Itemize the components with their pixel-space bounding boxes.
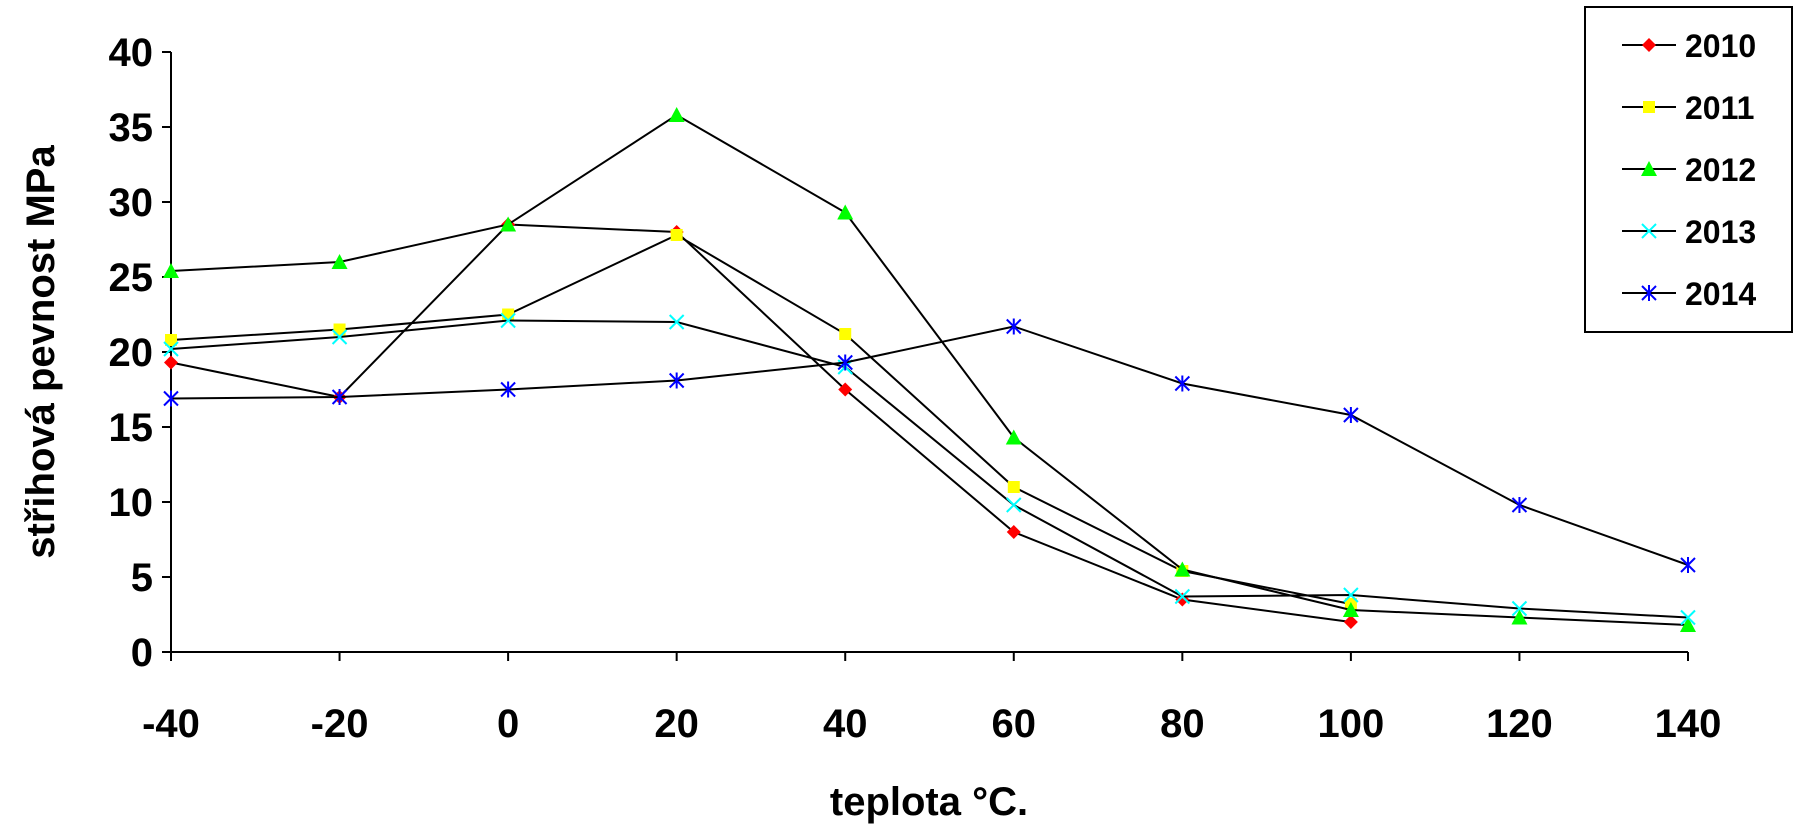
data-point-2012 (1680, 617, 1696, 632)
data-point-2012 (668, 107, 685, 122)
series-2012 (163, 107, 1696, 632)
data-point-2012 (1511, 609, 1528, 625)
legend-marker (1641, 285, 1657, 301)
data-point-2011 (1007, 481, 1020, 493)
data-point-2012 (1174, 561, 1191, 577)
x-axis-title: teplota °C. (830, 780, 1028, 824)
x-tick-label: -40 (142, 702, 200, 746)
data-point-2014 (163, 390, 179, 407)
data-point-2011 (165, 334, 177, 346)
y-ticks: 0 5 10 15 20 25 30 35 40 (109, 31, 171, 675)
legend-box (1584, 6, 1793, 333)
data-point-2012 (1342, 602, 1359, 617)
data-point-2013 (1006, 497, 1022, 513)
y-tick-label: 35 (109, 106, 154, 150)
legend-item-2012: 2012 (1622, 152, 1756, 188)
x-tick-label: 120 (1486, 702, 1553, 746)
y-tick-label: 40 (109, 31, 154, 75)
series-line-2013 (170, 319, 1689, 619)
data-point-2014 (1343, 407, 1359, 423)
legend-item-2013: 2013 (1622, 214, 1756, 250)
y-axis-title: střihová pevnost MPa (19, 145, 63, 559)
series-line-2014 (170, 325, 1689, 566)
legend-marker (1641, 161, 1657, 176)
data-point-2010 (1343, 615, 1358, 629)
axes (170, 52, 1688, 653)
legend-label: 2014 (1685, 276, 1756, 312)
series-layer (163, 107, 1696, 632)
data-point-2011 (502, 308, 515, 321)
data-point-2014 (837, 354, 853, 371)
data-point-2013 (1511, 600, 1528, 617)
series-line-2012 (170, 113, 1689, 626)
legend-label: 2010 (1685, 28, 1756, 64)
data-point-2013 (1680, 609, 1696, 626)
data-point-2011 (333, 323, 346, 336)
data-point-2010 (1006, 525, 1021, 539)
data-point-2013 (163, 341, 179, 357)
legend-label: 2013 (1685, 214, 1756, 250)
legend-item-2014: 2014 (1622, 276, 1756, 312)
data-point-2013 (331, 329, 348, 345)
x-tick-label: 80 (1160, 702, 1205, 746)
legend-label: 2011 (1685, 90, 1754, 126)
data-point-2011 (670, 229, 683, 241)
x-ticks: -40 -20 0 20 40 60 80 100 120 140 (142, 652, 1721, 746)
series-line-2011 (170, 233, 1352, 605)
x-tick-label: 60 (992, 702, 1037, 746)
series-2011 (165, 229, 1357, 610)
data-point-2012 (163, 263, 179, 278)
legend-item-2010: 2010 (1622, 28, 1756, 64)
x-tick-label: 20 (654, 702, 699, 746)
data-point-2013 (1343, 587, 1359, 603)
x-tick-label: 40 (823, 702, 868, 746)
legend-label: 2012 (1685, 152, 1756, 188)
data-point-2012 (837, 204, 854, 220)
y-tick-label: 0 (131, 631, 153, 675)
data-point-2014 (668, 372, 685, 389)
y-tick-label: 20 (109, 331, 154, 375)
data-point-2010 (838, 382, 853, 397)
x-tick-label: 100 (1318, 702, 1385, 746)
data-point-2012 (331, 254, 348, 269)
y-tick-label: 25 (109, 256, 154, 300)
data-point-2014 (1680, 557, 1696, 573)
data-point-2014 (1174, 375, 1191, 392)
y-tick-label: 5 (131, 556, 153, 600)
data-point-2013 (1174, 588, 1191, 605)
y-tick-label: 30 (109, 181, 154, 225)
series-2014 (163, 318, 1696, 573)
x-tick-label: 140 (1655, 702, 1722, 746)
x-tick-label: -20 (311, 702, 369, 746)
y-tick-label: 15 (109, 406, 154, 450)
legend-marker (1643, 101, 1655, 113)
series-2013 (163, 312, 1696, 626)
legend-item-2011: 2011 (1622, 90, 1754, 126)
legend-marker (1642, 38, 1656, 52)
legend: 2010 2011 2012 2013 2014 (1584, 6, 1793, 333)
data-point-2012 (500, 216, 517, 232)
x-tick-label: 0 (497, 702, 519, 746)
data-point-2013 (668, 314, 685, 330)
legend-marker (1641, 223, 1657, 239)
y-tick-label: 10 (109, 481, 154, 525)
data-point-2013 (500, 312, 516, 329)
data-point-2014 (331, 389, 348, 405)
data-point-2014 (1511, 497, 1528, 513)
data-point-2012 (1005, 429, 1022, 445)
series-line-2010 (170, 223, 1352, 623)
data-point-2011 (839, 328, 852, 340)
data-point-2014 (500, 381, 516, 398)
data-point-2010 (164, 355, 178, 370)
data-point-2014 (1006, 318, 1022, 335)
